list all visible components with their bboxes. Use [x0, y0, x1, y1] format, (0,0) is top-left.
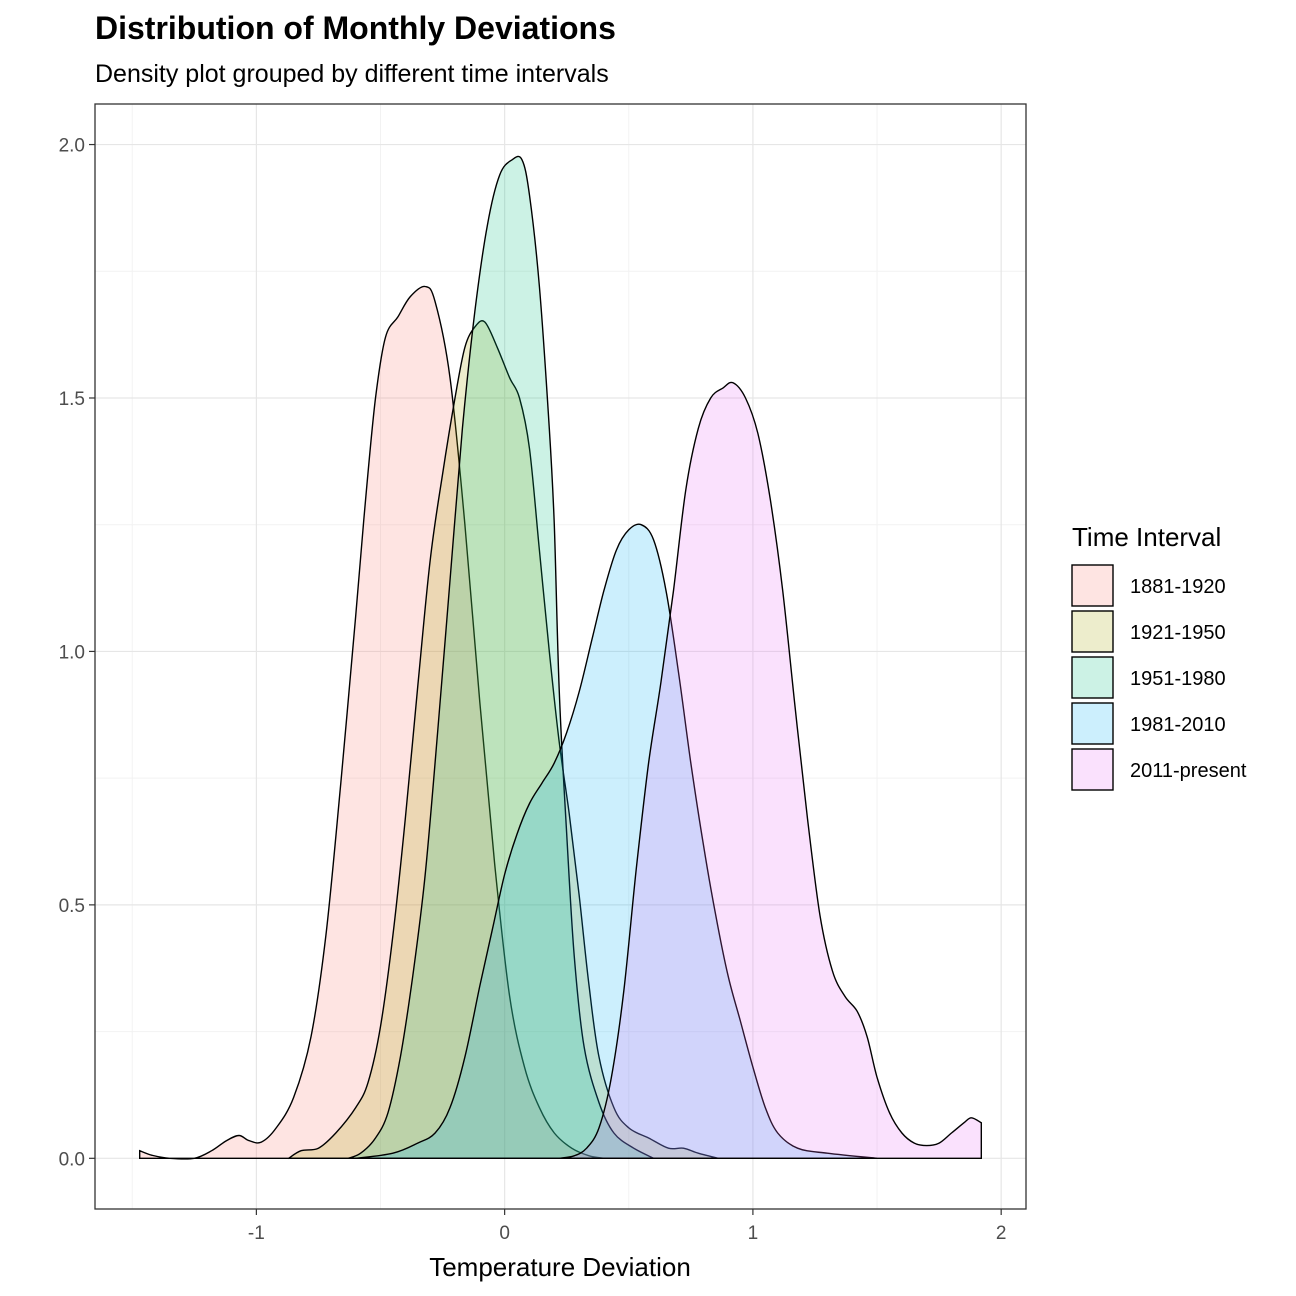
- panel-border: [94, 103, 1027, 1210]
- chart-subtitle: Density plot grouped by different time i…: [95, 60, 609, 88]
- density-area-1881-1920: [138, 285, 605, 1160]
- legend-item: 1881-1920: [1071, 564, 1226, 607]
- density-area-2011-present: [559, 381, 982, 1160]
- legend-swatch: [1071, 656, 1114, 699]
- density-area-1951-1980: [347, 155, 654, 1160]
- legend-swatch: [1071, 702, 1114, 745]
- density-area-1921-1950: [288, 320, 719, 1160]
- legend-item: 2011-present: [1071, 748, 1247, 791]
- legend-item: 1921-1950: [1071, 610, 1226, 653]
- axes: 0.0 0.5 1.0 1.5 2.0 -1 0 1 2: [59, 136, 1007, 1244]
- y-tick-label: 1.5: [59, 389, 85, 410]
- density-area-1981-2010: [355, 523, 878, 1160]
- y-tick-label: 0.0: [59, 1149, 85, 1170]
- chart-title: Distribution of Monthly Deviations: [95, 10, 616, 46]
- grid-lines: [95, 104, 1026, 1209]
- x-tick-label: 1: [748, 1223, 759, 1244]
- x-tick-label: 2: [996, 1223, 1007, 1244]
- legend-item: 1951-1980: [1071, 656, 1226, 699]
- legend-swatch: [1071, 748, 1114, 791]
- legend-item: 1981-2010: [1071, 702, 1226, 745]
- legend-label: 1921-1950: [1130, 622, 1226, 644]
- y-tick-label: 2.0: [59, 136, 85, 157]
- density-series: [138, 155, 982, 1160]
- legend-swatch: [1071, 564, 1114, 607]
- legend-label: 1951-1980: [1130, 668, 1226, 690]
- legend-label: 1881-1920: [1130, 576, 1226, 598]
- legend-swatch: [1071, 610, 1114, 653]
- y-tick-label: 0.5: [59, 896, 85, 917]
- legend-label: 2011-present: [1130, 760, 1247, 782]
- x-tick-label: 0: [499, 1223, 510, 1244]
- legend-label: 1981-2010: [1130, 714, 1226, 736]
- x-axis-label: Temperature Deviation: [429, 1252, 691, 1282]
- legend: Time Interval 1881-1920 1921-1950 1951-198…: [1071, 522, 1247, 791]
- x-tick-label: -1: [248, 1223, 265, 1244]
- y-tick-label: 1.0: [59, 642, 85, 663]
- legend-title: Time Interval: [1072, 522, 1221, 552]
